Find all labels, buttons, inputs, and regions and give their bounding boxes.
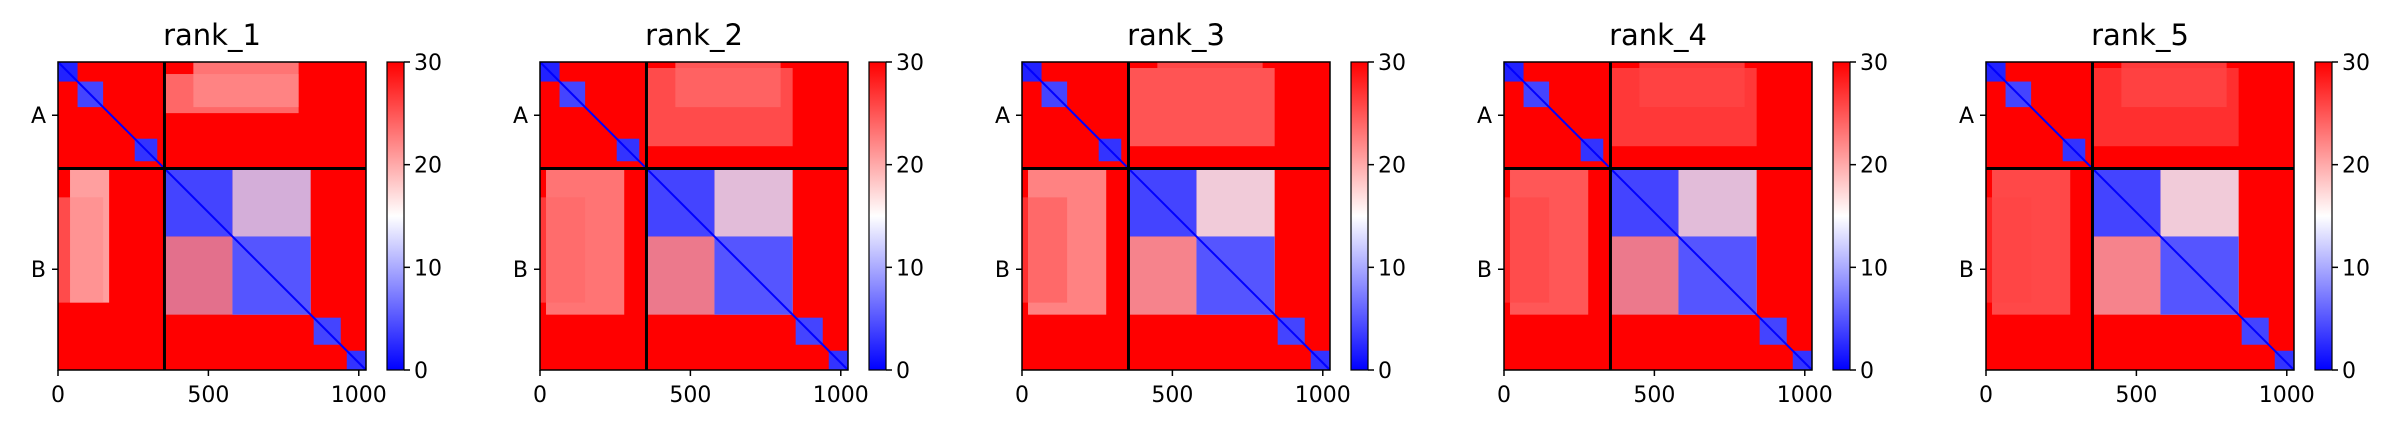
x-tick-label: 500 [1633, 383, 1675, 408]
heatmap-diagonal [1021, 61, 1331, 371]
colorbar-frame [386, 61, 405, 371]
colorbar [2315, 62, 2332, 370]
colorbar-tick-label: 10 [896, 256, 924, 281]
colorbar-tick-label: 30 [1378, 51, 1406, 76]
colorbar [1351, 62, 1368, 370]
x-tick-label: 0 [1979, 383, 1993, 408]
x-tick-label: 1000 [1295, 383, 1351, 408]
heatmap-interaction-block [1157, 62, 1263, 108]
y-tick-label: B [513, 258, 528, 283]
colorbar-tick-label: 20 [2342, 154, 2370, 179]
y-tick-label: B [31, 258, 46, 283]
colorbar-tick-label: 10 [414, 256, 442, 281]
panel-title: rank_4 [1609, 18, 1707, 52]
colorbar [1833, 62, 1850, 370]
y-tick-label: B [995, 258, 1010, 283]
colorbar-tick-label: 10 [1378, 256, 1406, 281]
x-tick-label: 0 [1497, 383, 1511, 408]
heatmap-diagonal [1503, 61, 1813, 371]
heatmap-interaction-block-mirror [1986, 197, 2032, 303]
colorbar-tick-label: 20 [1378, 154, 1406, 179]
heatmap-diagonal [539, 61, 849, 371]
colorbar-tick-label: 30 [2342, 51, 2370, 76]
y-tick-label: A [1477, 104, 1492, 129]
heatmap-diagonal [57, 61, 367, 371]
heatmap-interaction-block-mirror [540, 197, 586, 303]
pae-panel-3: rank_3 0 500 1000 A B 0 10 20 30 [995, 18, 1406, 408]
heatmap-frame [539, 61, 849, 371]
x-tick-label: 1000 [331, 383, 387, 408]
colorbar-frame [868, 61, 887, 371]
colorbar-tick-label: 0 [896, 359, 910, 384]
y-tick-label: B [1477, 258, 1492, 283]
heatmap-interaction-block [2121, 62, 2227, 108]
x-tick-label: 500 [669, 383, 711, 408]
colorbar [869, 62, 886, 370]
y-tick-label: A [513, 104, 528, 129]
colorbar-tick-label: 30 [1860, 51, 1888, 76]
colorbar [387, 62, 404, 370]
colorbar-tick-label: 0 [1378, 359, 1392, 384]
colorbar-tick-label: 0 [2342, 359, 2356, 384]
colorbar-frame [2314, 61, 2333, 371]
colorbar-tick-label: 30 [896, 51, 924, 76]
colorbar-frame [1350, 61, 1369, 371]
x-tick-label: 500 [187, 383, 229, 408]
heatmap-interaction-block-mirror [58, 197, 104, 303]
colorbar-tick-label: 20 [896, 154, 924, 179]
heatmap-frame [1503, 61, 1813, 371]
colorbar-tick-label: 30 [414, 51, 442, 76]
heatmap-interaction-block-mirror [1504, 197, 1550, 303]
panel-title: rank_2 [645, 18, 743, 52]
panel-title: rank_1 [163, 18, 261, 52]
x-tick-label: 0 [51, 383, 65, 408]
heatmap-frame [57, 61, 367, 371]
pae-panel-5: rank_5 0 500 1000 A B 0 10 20 30 [1959, 18, 2370, 408]
colorbar-tick-label: 10 [2342, 256, 2370, 281]
panel-title: rank_5 [2091, 18, 2189, 52]
heatmap-interaction-block-mirror [1022, 197, 1068, 303]
y-tick-label: B [1959, 258, 1974, 283]
x-tick-label: 500 [1151, 383, 1193, 408]
x-tick-label: 1000 [1777, 383, 1833, 408]
heatmap-interaction-block [675, 62, 781, 108]
x-tick-label: 0 [533, 383, 547, 408]
x-tick-label: 1000 [813, 383, 869, 408]
x-tick-label: 0 [1015, 383, 1029, 408]
colorbar-tick-label: 20 [414, 154, 442, 179]
pae-panel-4: rank_4 0 500 1000 A B 0 10 20 30 [1477, 18, 1888, 408]
x-tick-label: 1000 [2259, 383, 2315, 408]
heatmap-diagonal [1985, 61, 2295, 371]
colorbar-tick-label: 0 [414, 359, 428, 384]
colorbar-frame [1832, 61, 1851, 371]
colorbar-tick-label: 20 [1860, 154, 1888, 179]
colorbar-tick-label: 10 [1860, 256, 1888, 281]
panel-title: rank_3 [1127, 18, 1225, 52]
x-tick-label: 500 [2115, 383, 2157, 408]
pae-panel-2: rank_2 0 500 1000 A B 0 10 20 30 [513, 18, 924, 408]
y-tick-label: A [995, 104, 1010, 129]
heatmap-interaction-block [1639, 62, 1745, 108]
pae-panel-1: rank_1 0 500 1000 A B 0 10 20 30 [31, 18, 442, 408]
colorbar-tick-label: 0 [1860, 359, 1874, 384]
heatmap-frame [1021, 61, 1331, 371]
y-tick-label: A [31, 104, 46, 129]
y-tick-label: A [1959, 104, 1974, 129]
heatmap-frame [1985, 61, 2295, 371]
heatmap-interaction-block [193, 62, 299, 108]
